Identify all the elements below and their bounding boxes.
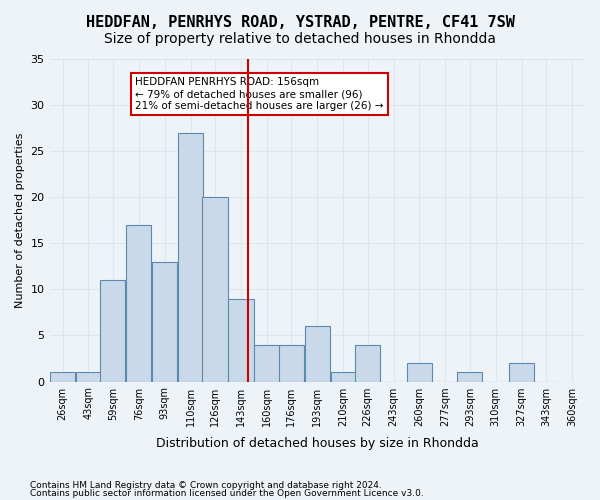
Bar <box>50 372 75 382</box>
Bar <box>254 344 280 382</box>
Bar <box>202 197 227 382</box>
Text: Size of property relative to detached houses in Rhondda: Size of property relative to detached ho… <box>104 32 496 46</box>
Bar <box>100 280 125 382</box>
Bar <box>152 262 178 382</box>
Bar <box>229 298 254 382</box>
Bar <box>76 372 101 382</box>
Bar <box>305 326 330 382</box>
Bar <box>331 372 356 382</box>
Bar <box>355 344 380 382</box>
X-axis label: Distribution of detached houses by size in Rhondda: Distribution of detached houses by size … <box>156 437 479 450</box>
Bar <box>457 372 482 382</box>
Bar <box>279 344 304 382</box>
Text: HEDDFAN, PENRHYS ROAD, YSTRAD, PENTRE, CF41 7SW: HEDDFAN, PENRHYS ROAD, YSTRAD, PENTRE, C… <box>86 15 514 30</box>
Bar <box>126 225 151 382</box>
Y-axis label: Number of detached properties: Number of detached properties <box>15 132 25 308</box>
Text: HEDDFAN PENRHYS ROAD: 156sqm
← 79% of detached houses are smaller (96)
21% of se: HEDDFAN PENRHYS ROAD: 156sqm ← 79% of de… <box>135 78 383 110</box>
Bar <box>407 363 432 382</box>
Bar <box>178 132 203 382</box>
Text: Contains HM Land Registry data © Crown copyright and database right 2024.: Contains HM Land Registry data © Crown c… <box>30 481 382 490</box>
Bar <box>509 363 534 382</box>
Text: Contains public sector information licensed under the Open Government Licence v3: Contains public sector information licen… <box>30 488 424 498</box>
